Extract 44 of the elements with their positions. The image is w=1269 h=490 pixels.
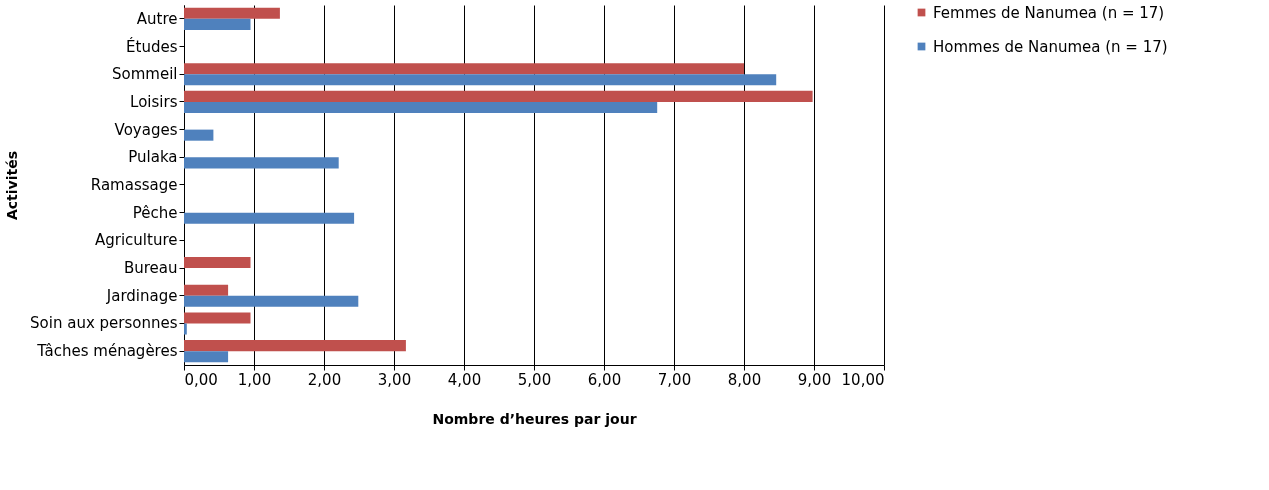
- bar: [184, 312, 251, 324]
- y-tick-label: Pulaka: [128, 148, 178, 167]
- bar: [184, 90, 813, 102]
- y-tick-label: Jardinage: [105, 286, 178, 305]
- bar: [184, 212, 355, 224]
- bar: [184, 323, 187, 335]
- x-tick-label: 8,00: [727, 370, 762, 389]
- y-tick-label: Agriculture: [95, 231, 178, 250]
- y-tick-label: Autre: [136, 9, 178, 28]
- bar: [184, 157, 339, 169]
- bar: [184, 7, 280, 19]
- y-tick-label: Ramassage: [90, 176, 178, 194]
- bar: [184, 74, 777, 86]
- x-axis-title: Nombre d’heures par jour: [432, 410, 637, 427]
- y-tick-label: Voyages: [114, 120, 178, 139]
- x-tick-label: 6,00: [587, 370, 622, 389]
- y-tick-label: Tâches ménagères: [36, 342, 178, 361]
- bar: [184, 340, 406, 352]
- x-tick-label: 7,00: [657, 370, 692, 389]
- x-tick-label: 2,00: [307, 370, 342, 389]
- x-tick-label: 0,00: [184, 370, 218, 389]
- y-axis-title: Activités: [4, 150, 21, 221]
- bar: [184, 129, 214, 141]
- bar: [184, 18, 251, 30]
- y-tick-label: Soin aux personnes: [30, 314, 178, 333]
- y-tick-label: Bureau: [123, 259, 178, 278]
- bar: [184, 284, 229, 296]
- x-tick-label: 1,00: [237, 370, 272, 389]
- y-tick-label: Sommeil: [112, 65, 178, 84]
- legend-label: Femmes de Nanumea (n = 17): [933, 3, 1165, 22]
- bar: [184, 101, 658, 113]
- bar: [184, 351, 229, 363]
- y-tick-label: Pêche: [132, 203, 178, 222]
- legend-label: Hommes de Nanumea (n = 17): [933, 37, 1168, 56]
- bar: [184, 295, 359, 307]
- x-tick-label: 5,00: [517, 370, 552, 389]
- x-tick-label: 10,00: [841, 370, 885, 389]
- x-tick-label: 3,00: [377, 370, 412, 389]
- bar: [184, 63, 744, 75]
- x-tick-label: 4,00: [447, 370, 482, 389]
- x-tick-label: 9,00: [797, 370, 832, 389]
- y-tick-label: Études: [126, 36, 178, 56]
- bar: [184, 257, 251, 269]
- y-tick-label: Loisirs: [130, 92, 178, 111]
